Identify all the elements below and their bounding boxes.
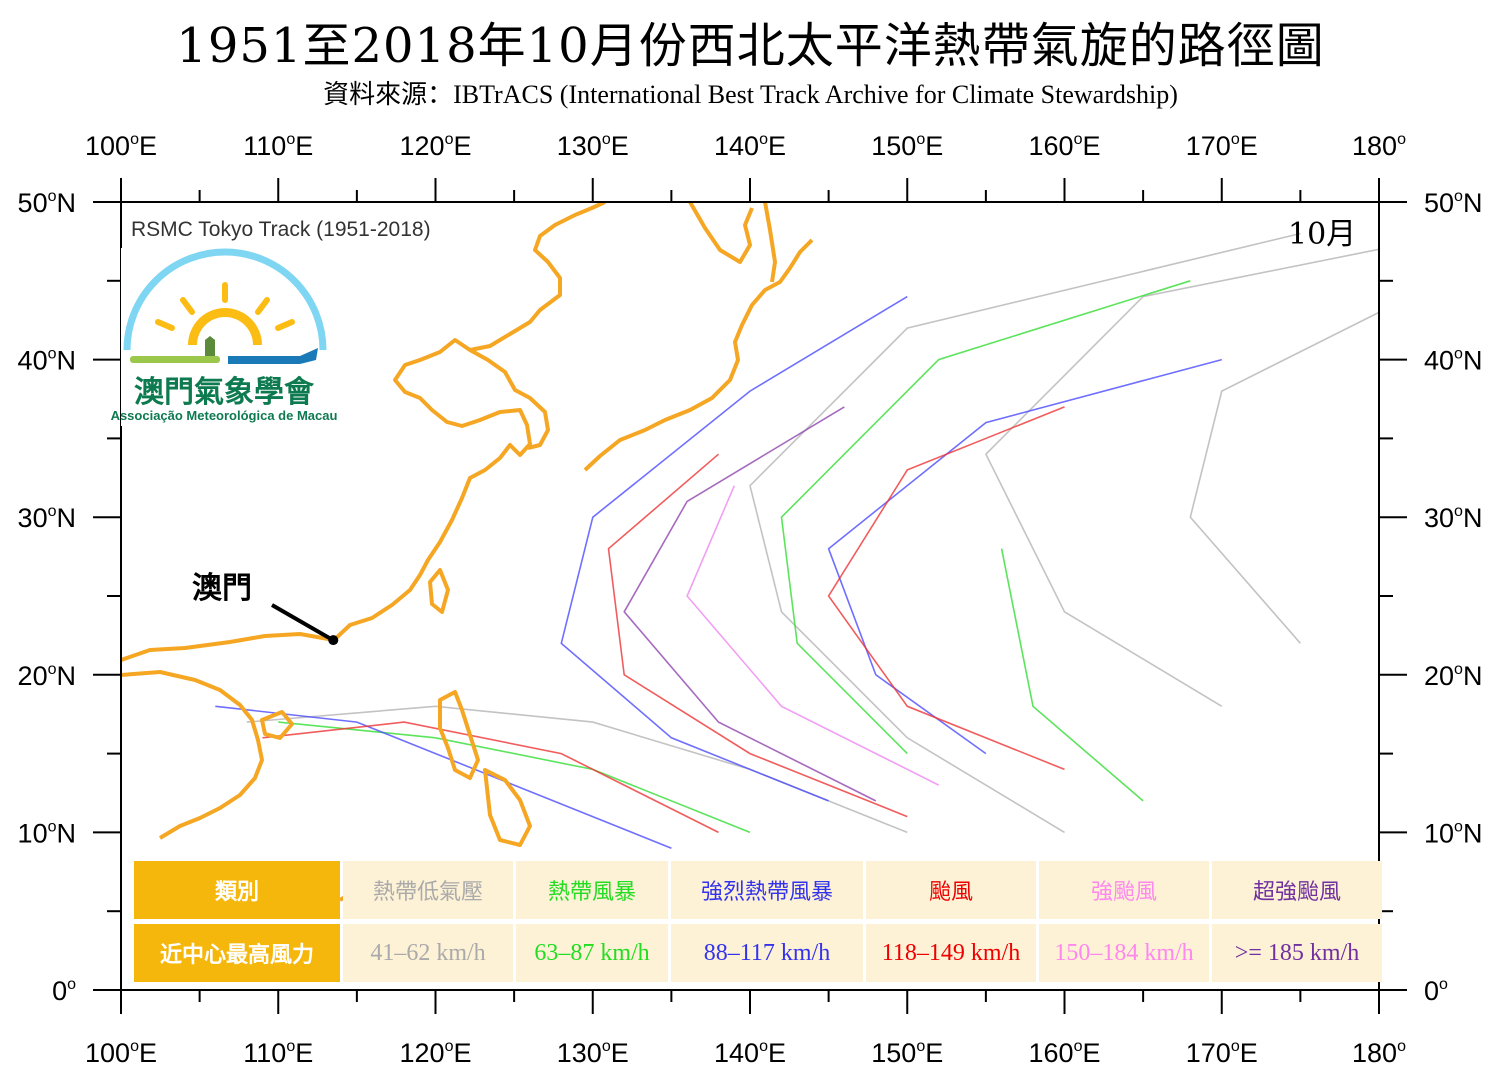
- lon-tick-label-bottom: 100oE: [85, 1038, 157, 1068]
- society-logo: 澳門氣象學會 Associação Meteorológica de Macau: [111, 248, 338, 426]
- map-plot-area: [121, 202, 1379, 990]
- coast-japan: [583, 238, 814, 472]
- lat-tick-label-right: 0o: [1424, 976, 1448, 1006]
- storm-track: [686, 485, 940, 786]
- logo-arc-icon: [123, 248, 327, 351]
- storm-track: [607, 453, 908, 818]
- storm-track: [749, 232, 1301, 834]
- lat-tick-label-right: 10oN: [1424, 818, 1482, 848]
- storm-tracks: [215, 232, 1379, 849]
- lon-tick-label-bottom: 160oE: [1029, 1038, 1101, 1068]
- lon-tick-label-bottom: 180o: [1352, 1038, 1406, 1068]
- legend-class-range: 63–87 km/h: [516, 924, 668, 982]
- coast-indochina: [121, 670, 264, 840]
- logo-wave-icon: [228, 348, 318, 364]
- storm-track: [827, 358, 1223, 755]
- lat-tick-label-left: 40oN: [18, 346, 76, 376]
- map-axes: 100oE 100oE 110oE 110oE 120oE 120oE 130oE 130oE…: [18, 131, 1483, 1068]
- lon-tick-label-top: 180o: [1352, 131, 1406, 161]
- storm-track: [1000, 548, 1144, 802]
- lon-tick-label-bottom: 170oE: [1186, 1038, 1258, 1068]
- legend-class-name: 強烈熱帶風暴: [671, 861, 863, 919]
- lon-tick-label-bottom: 150oE: [871, 1038, 943, 1068]
- logo-lighthouse-icon: [205, 336, 215, 356]
- lat-tick-label-left: 20oN: [18, 661, 76, 691]
- storm-track: [1189, 311, 1379, 644]
- coast-sakhalin: [763, 202, 777, 283]
- logo-name-cn: 澳門氣象學會: [134, 375, 315, 410]
- lat-tick-label-left: 10oN: [18, 818, 76, 848]
- macau-pointer: [271, 603, 333, 641]
- logo-name-pt: Associação Meteorológica de Macau: [111, 408, 338, 423]
- coastline: [121, 202, 814, 902]
- month-label: 10月: [1288, 217, 1356, 252]
- lon-tick-label-top: 170oE: [1186, 131, 1258, 161]
- legend-class-name: 熱帶低氣壓: [343, 861, 513, 919]
- storm-track: [827, 406, 1065, 771]
- macau-marker: [328, 635, 339, 646]
- macau-label: 澳門: [192, 571, 252, 606]
- legend-class-name: 颱風: [866, 861, 1036, 919]
- map-subtitle: 資料來源：IBTrACS (International Best Track A…: [323, 80, 1178, 109]
- panel-label: RSMC Tokyo Track (1951-2018): [131, 218, 431, 241]
- storm-track: [984, 248, 1379, 707]
- lon-tick-label-top: 100oE: [85, 131, 157, 161]
- legend-class-range: 41–62 km/h: [343, 924, 513, 982]
- storm-track: [560, 295, 908, 802]
- lat-tick-label-left: 50oN: [18, 188, 76, 218]
- logo-land-icon: [130, 356, 220, 363]
- storm-track: [262, 721, 719, 834]
- lat-tick-label-right: 30oN: [1424, 503, 1482, 533]
- coast-philippines: [438, 690, 532, 847]
- lon-tick-label-top: 130oE: [557, 131, 629, 161]
- lon-tick-label-top: 150oE: [871, 131, 943, 161]
- lat-tick-label-right: 40oN: [1424, 346, 1482, 376]
- storm-track: [623, 406, 877, 802]
- lat-tick-label-left: 30oN: [18, 503, 76, 533]
- legend-class-range: >= 185 km/h: [1212, 924, 1382, 982]
- lon-tick-label-bottom: 110oE: [243, 1038, 313, 1068]
- legend-class-name: 強颱風: [1039, 861, 1209, 919]
- legend-header-wind: 近中心最高風力: [134, 924, 340, 982]
- coast-russia-far-east: [688, 202, 754, 264]
- lat-tick-label-right: 50oN: [1424, 188, 1482, 218]
- lon-tick-label-top: 110oE: [243, 131, 313, 161]
- lon-tick-label-top: 160oE: [1029, 131, 1101, 161]
- legend-header-category: 類別: [134, 861, 340, 919]
- coast-hainan: [260, 710, 294, 740]
- storm-track: [780, 280, 1191, 755]
- coast-korea: [469, 348, 550, 450]
- coast-taiwan: [428, 568, 450, 614]
- lon-tick-label-bottom: 120oE: [400, 1038, 472, 1068]
- map-title: 1951至2018年10月份西北太平洋熱帶氣旋的路徑圖: [176, 18, 1325, 74]
- lon-tick-label-top: 140oE: [714, 131, 786, 161]
- legend-class-range: 118–149 km/h: [866, 924, 1036, 982]
- lat-tick-label-right: 20oN: [1424, 661, 1482, 691]
- lon-tick-label-bottom: 140oE: [714, 1038, 786, 1068]
- legend-class-name: 超強颱風: [1212, 861, 1382, 919]
- storm-track: [278, 721, 751, 834]
- legend-class-name: 熱帶風暴: [516, 861, 668, 919]
- lon-tick-label-bottom: 130oE: [557, 1038, 629, 1068]
- lat-tick-label-left: 0o: [52, 976, 76, 1006]
- lon-tick-label-top: 120oE: [400, 131, 472, 161]
- coast-mainland: [121, 202, 606, 662]
- legend-table: 類別 熱帶低氣壓 熱帶風暴 強烈熱帶風暴 颱風 強颱風 超強颱風 近中心最高風力…: [134, 861, 1382, 982]
- legend-class-range: 88–117 km/h: [671, 924, 863, 982]
- legend-class-range: 150–184 km/h: [1039, 924, 1209, 982]
